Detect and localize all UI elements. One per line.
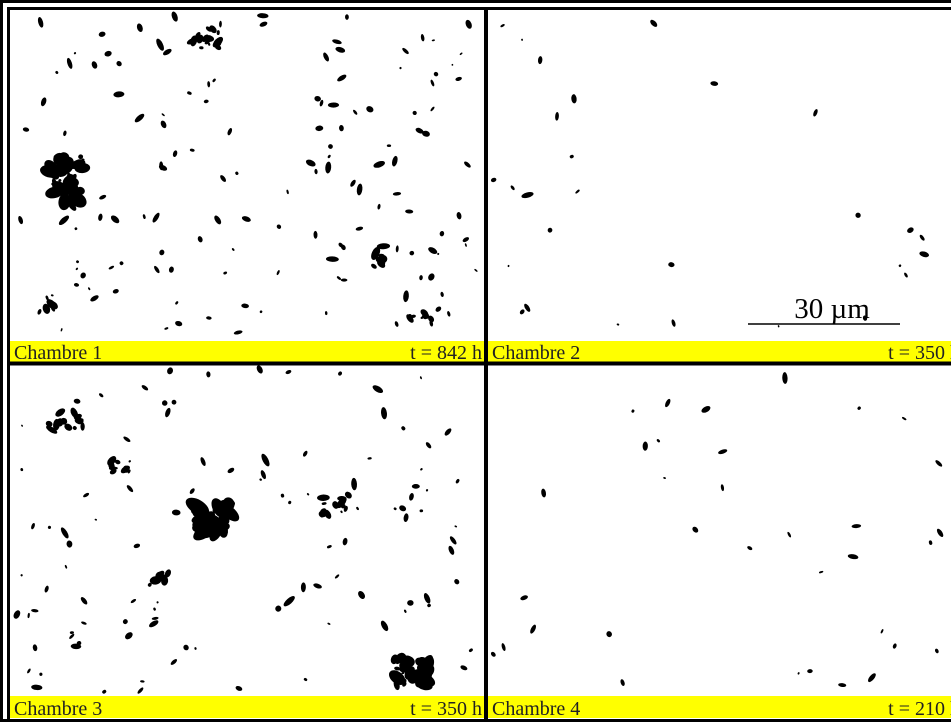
particle xyxy=(412,484,420,489)
panel-time: t = 350 h xyxy=(888,342,951,364)
panel-time: t = 210 h xyxy=(888,698,951,720)
panel-name: Chambre 2 xyxy=(492,342,580,364)
scale-bar-label: 30 µm xyxy=(794,293,870,325)
panel-time: t = 350 h xyxy=(410,698,482,720)
page: Chambre 1 t = 842 h Chambre 2 t = 350 h … xyxy=(0,0,951,722)
figure: Chambre 1 t = 842 h Chambre 2 t = 350 h … xyxy=(0,0,951,722)
panel-name: Chambre 1 xyxy=(14,342,102,364)
panel-name: Chambre 4 xyxy=(492,698,580,720)
panel-name: Chambre 3 xyxy=(14,698,102,720)
panel-time: t = 842 h xyxy=(410,342,482,364)
